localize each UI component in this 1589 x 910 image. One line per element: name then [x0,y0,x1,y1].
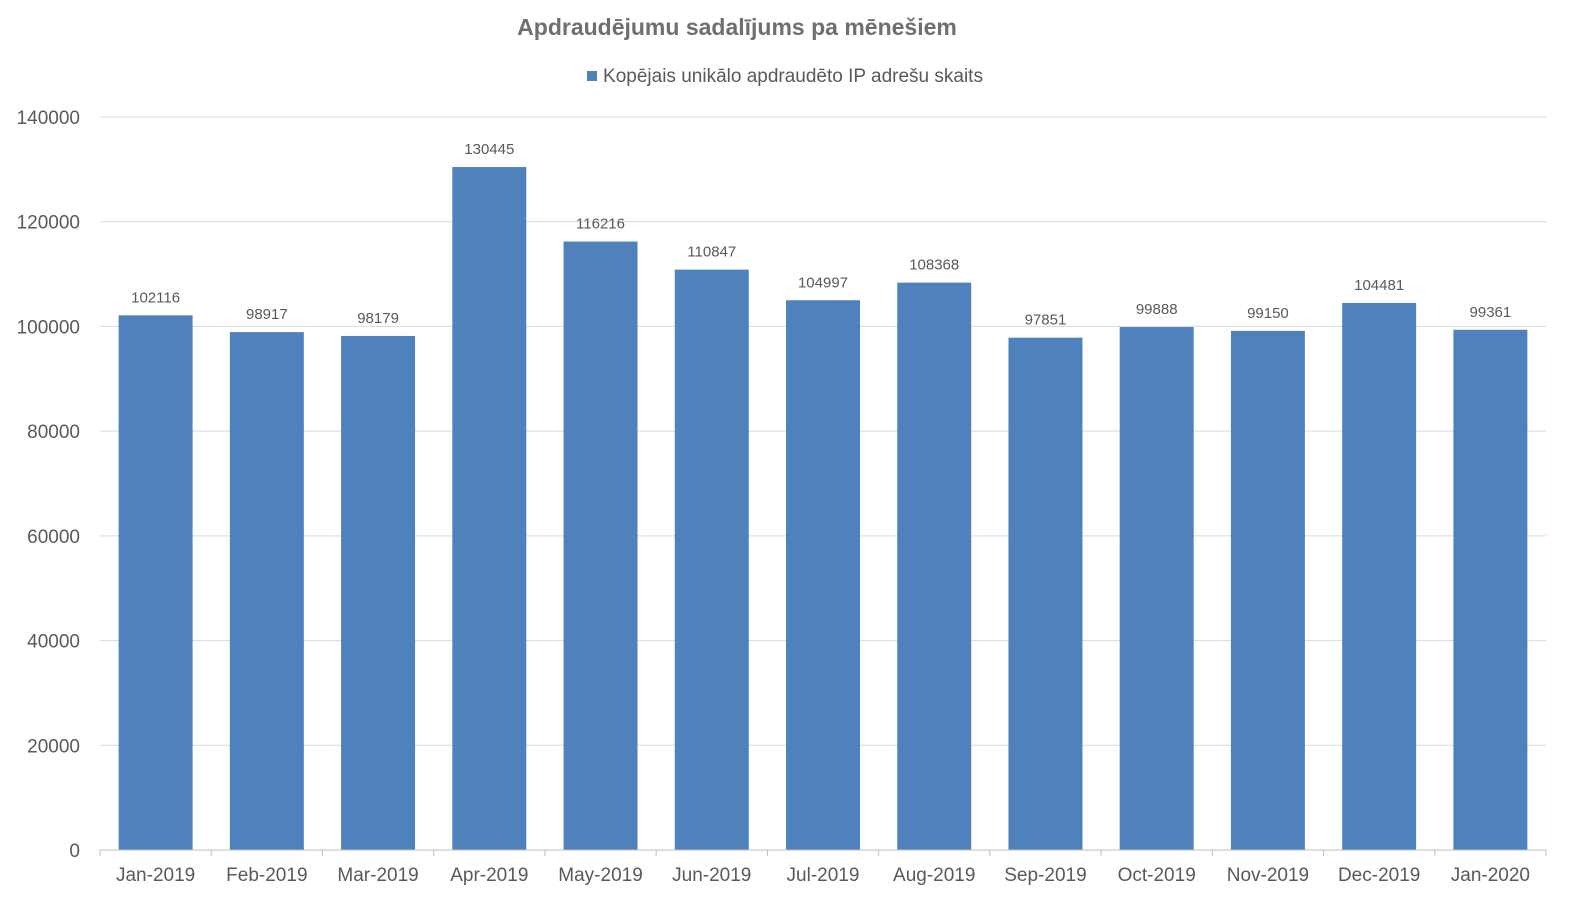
x-tick-label: Jan-2019 [116,865,195,886]
bar [229,332,304,850]
x-tick-label: Nov-2019 [1227,865,1309,886]
data-label: 108368 [909,257,959,274]
x-tick-label: Jun-2019 [672,865,751,886]
data-label: 97851 [1025,312,1067,329]
x-tick-label: Oct-2019 [1118,865,1196,886]
axes: 0 20000 40000 60000 80000 100000 120000 140000 J… [17,108,1547,886]
legend-label: Kopējais unikālo apdraudēto IP adrešu sk… [603,66,983,87]
data-label: 98179 [357,310,399,327]
bar [674,269,749,850]
data-label: 104481 [1354,277,1404,294]
data-label: 99150 [1247,305,1289,322]
legend-swatch [587,71,598,81]
y-tick-label: 60000 [27,527,80,548]
y-tick-label: 20000 [27,736,80,757]
data-labels: 102116 98917 98179 130445 116216 110847 104997… [131,141,1511,329]
x-tick-label: Aug-2019 [893,865,975,886]
x-tick-label: Jul-2019 [787,865,860,886]
y-tick-label: 40000 [27,632,80,653]
bar [563,241,638,850]
data-label: 104997 [798,274,848,291]
bar [118,315,193,850]
data-label: 98917 [246,306,288,323]
x-tick-label: Sep-2019 [1004,865,1086,886]
bar [786,300,860,850]
chart-title: Apdraudējumu sadalījums pa mēnešiem [517,14,957,40]
data-label: 110847 [687,244,736,261]
data-label: 99888 [1136,301,1178,318]
bar [341,335,416,851]
bar [1119,327,1194,850]
y-tick-label: 80000 [27,422,80,443]
y-tick-label: 120000 [17,213,80,234]
y-tick-label: 0 [69,841,80,862]
x-tick-label: May-2019 [558,865,643,886]
bar [1008,337,1083,850]
data-label: 116216 [576,216,625,233]
x-tick-label: Jan-2020 [1451,865,1530,886]
data-label: 99361 [1470,304,1512,321]
bar [1453,329,1528,851]
data-label: 130445 [464,141,514,158]
x-tick-label: Feb-2019 [226,865,307,886]
y-tick-label: 140000 [17,108,80,129]
bar [452,167,527,851]
bar [1230,330,1305,851]
data-label: 102116 [131,289,180,306]
x-tick-label: Apr-2019 [450,865,528,886]
bar [897,282,972,851]
bar [1342,302,1417,850]
x-tick-label: Mar-2019 [337,865,418,886]
y-tick-label: 100000 [17,317,80,338]
x-tick-label: Dec-2019 [1338,865,1420,886]
bars [118,167,1528,851]
legend: Kopējais unikālo apdraudēto IP adrešu sk… [0,66,1570,88]
